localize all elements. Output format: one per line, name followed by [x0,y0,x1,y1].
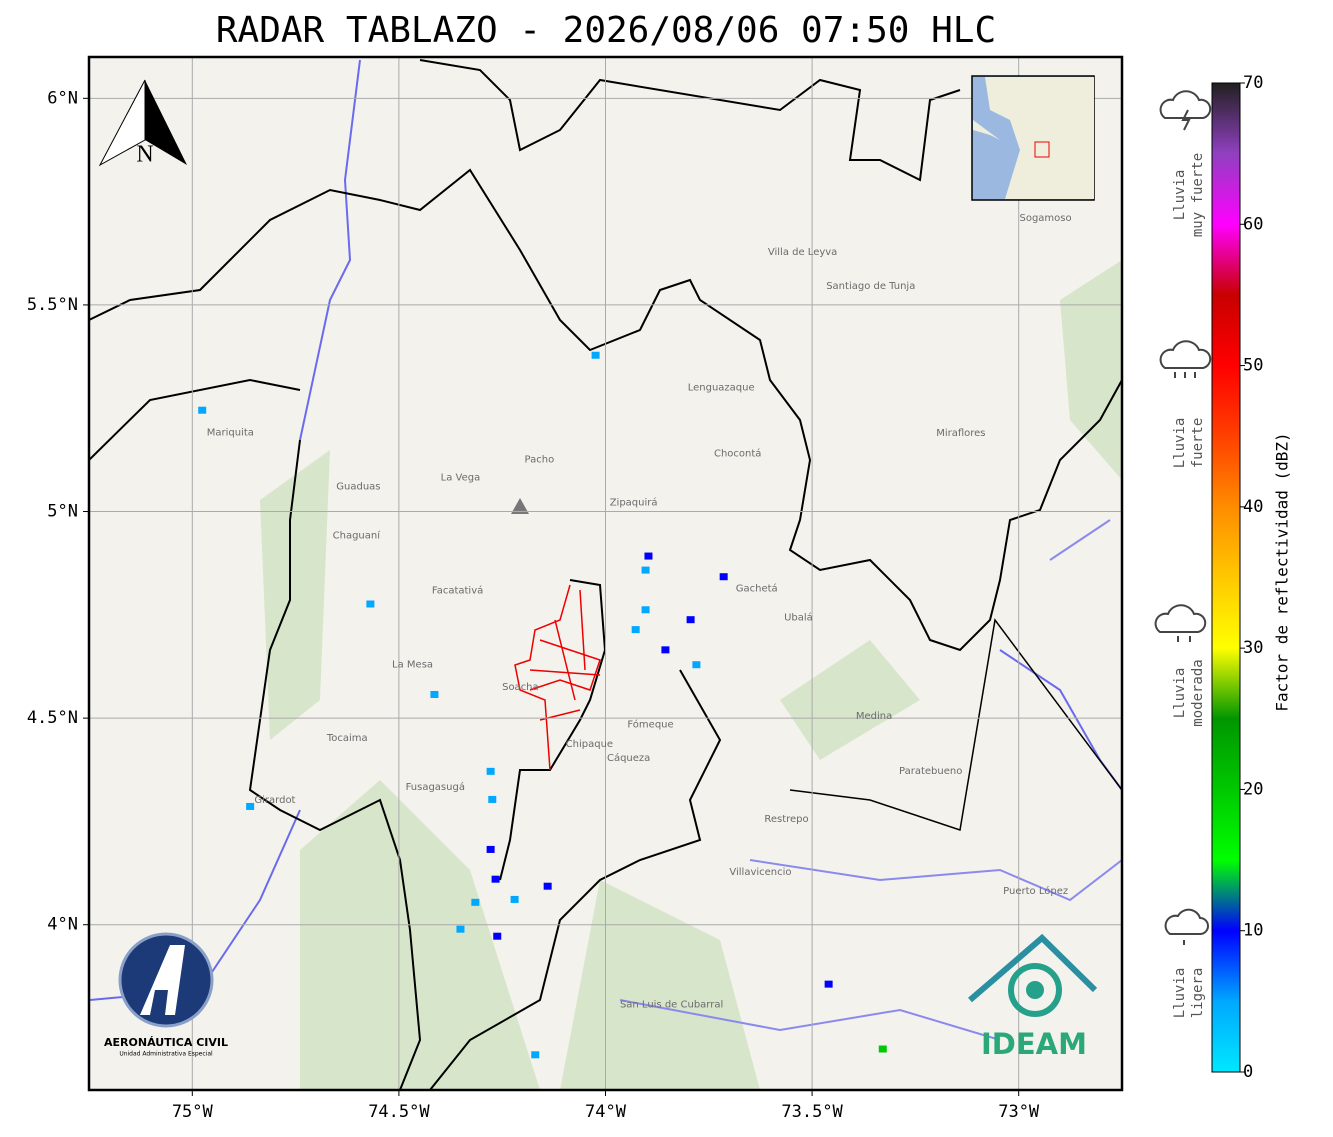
colorbar-tick-label: 50 [1243,356,1263,376]
rain-level-label: Lluvia [1172,668,1188,719]
place-label: Chipaque [566,739,613,750]
rain-level-label: Lluvia [1172,968,1188,1019]
place-label: Cáqueza [607,752,650,764]
radar-site [511,498,529,514]
colorbar-tick-label: 30 [1243,638,1263,658]
ideam-logo: IDEAM [968,933,1098,1061]
place-label: Restrepo [764,814,808,825]
radar-echo [488,795,497,803]
radar-echo [661,646,670,654]
place-label: La Mesa [392,659,433,670]
place-label: Soacha [502,682,539,693]
rain-level-label: ligera [1190,968,1206,1019]
title: RADAR TABLAZO - 2026/08/06 07:50 HLC [216,10,996,51]
x-tick-label: 75°W [172,1102,214,1122]
place-label: Gachetá [736,582,778,594]
radar-echo [493,932,502,940]
colorbar-tick-label: 40 [1243,497,1263,517]
colorbar-tick-label: 0 [1243,1062,1253,1082]
y-tick-label: 6°N [47,88,78,108]
colorbar-tick-label: 60 [1243,214,1263,234]
aeronautica-logo: AERONÁUTICA CIVIL Unidad Administrativa … [104,932,228,1058]
place-label: Paratebueno [899,766,962,777]
radar-echo [531,1051,540,1059]
place-label: Sogamoso [1019,213,1071,224]
radar-echo [641,606,650,614]
x-tick-label: 74°W [585,1102,627,1122]
radar-echo [686,616,695,624]
place-label: Fómeque [627,718,673,730]
radar-echo [591,351,600,359]
x-tick-label: 73°W [998,1102,1040,1122]
y-tick-label: 5°N [47,502,78,522]
rain-level-label: fuerte [1190,418,1206,469]
x-tick-label: 73.5°W [781,1102,843,1122]
rain-icons [1154,90,1212,945]
north-label: N [136,142,153,168]
colorbar-tick-label: 20 [1243,779,1263,799]
aeronautica-text: AERONÁUTICA CIVIL [104,1036,228,1049]
colorbar-tick-label: 10 [1243,921,1263,941]
place-label: Zipaquirá [610,496,658,508]
y-tick-label: 4.5°N [27,708,78,728]
place-label: Chaguaní [333,529,382,541]
inset-map [971,75,1095,201]
rain-level-label: Lluvia [1172,170,1188,221]
rain-level-label: moderada [1190,659,1206,726]
radar-echo [510,895,519,903]
radar-echo [631,626,640,634]
rain-level-label: muy fuerte [1190,153,1206,237]
north-arrow: N [98,79,187,168]
radar-echo [543,882,552,890]
radar-echo [366,600,375,608]
basemap: Villavicencio Villa de Leyva Santiago de T… [89,57,1122,1090]
place-label: Puerto López [1003,885,1068,897]
place-label: Miraflores [936,428,985,439]
radar-echo [246,802,255,810]
colorbar-label: Factor de reflectividad (dBZ) [1273,432,1292,711]
radar-echo [430,690,439,698]
radar-echo [198,406,207,414]
place-label: Villa de Leyva [768,247,837,258]
y-tick-label: 4°N [47,915,78,935]
radar-echo [641,566,650,574]
colorbar [1211,82,1241,1073]
place-label: Villavicencio [729,867,791,878]
radar-echo [456,925,465,933]
place-label: Medina [856,711,892,722]
place-label: Ubalá [784,611,813,623]
place-label: Pacho [525,454,555,465]
place-label: Lenguazaque [688,383,755,394]
place-label: Fusagasugá [406,781,465,793]
radar-echo [824,980,833,988]
radar-echo [878,1045,887,1053]
place-label: Santiago de Tunja [826,281,915,292]
place-label: Guaduas [336,482,380,493]
radar-echo [471,898,480,906]
place-label: Tocaima [326,733,368,744]
x-tick-label: 74.5°W [368,1102,430,1122]
place-label: Chocontá [714,448,761,460]
radar-echo [692,661,701,669]
ideam-text: IDEAM [981,1027,1087,1061]
rain-level-label: Lluvia [1172,418,1188,469]
radar-echo [486,767,495,775]
place-label: Mariquita [207,428,254,439]
colorbar-tick-label: 70 [1243,73,1263,93]
radar-echo [644,552,653,560]
radar-echo [491,875,500,883]
place-label: San Luis de Cubarral [620,999,723,1010]
y-tick-label: 5.5°N [27,295,78,315]
aeronautica-subtext: Unidad Administrativa Especial [119,1051,213,1058]
place-label: Facatativá [432,584,483,596]
place-label: La Vega [441,473,481,484]
radar-echo [486,845,495,853]
place-label: Girardot [254,795,295,806]
radar-echo [719,573,728,581]
